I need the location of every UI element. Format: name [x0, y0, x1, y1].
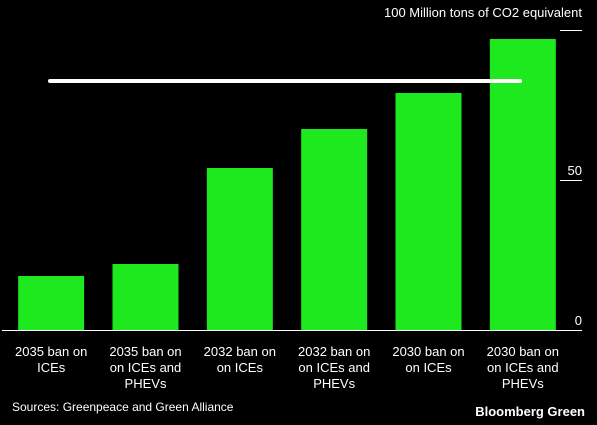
source-note: Sources: Greenpeace and Green Alliance: [12, 400, 234, 414]
category-label: 2035 ban on ICEs: [15, 344, 87, 375]
bar: [206, 168, 273, 330]
bar: [395, 93, 462, 330]
bar: [18, 276, 85, 330]
bar: [489, 39, 556, 330]
category-label: 2030 ban on on ICEs and PHEVs: [487, 344, 559, 391]
unit-label: 100 Million tons of CO2 equivalent: [384, 5, 582, 20]
category-labels: 2035 ban on ICEs 2035 ban on on ICEs and PHE…: [15, 344, 559, 391]
category-label: 2032 ban on on ICEs: [204, 344, 276, 375]
y-tick-label: 0: [575, 313, 582, 328]
category-label: 2030 ban on on ICEs: [392, 344, 464, 375]
bars: [18, 39, 556, 330]
bar: [301, 129, 368, 330]
y-axis: 0 50: [560, 30, 582, 328]
bar: [112, 264, 179, 330]
y-tick-label: 50: [568, 163, 582, 178]
brand-logo: Bloomberg Green: [475, 404, 585, 419]
category-label: 2032 ban on on ICEs and PHEVs: [298, 344, 370, 391]
category-label: 2035 ban on on ICEs and PHEVs: [109, 344, 181, 391]
